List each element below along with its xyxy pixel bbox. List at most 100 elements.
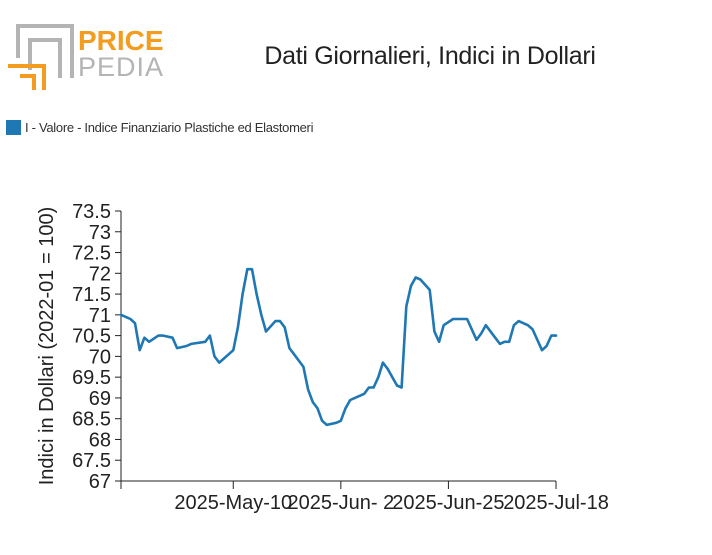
data-point (223, 357, 226, 360)
data-point (457, 318, 460, 321)
data-point (129, 318, 132, 321)
data-point (372, 386, 375, 389)
data-point (377, 376, 380, 379)
legend[interactable]: I - Valore - Indice Finanziario Plastich… (6, 118, 313, 136)
data-point (503, 341, 506, 344)
data-point (461, 318, 464, 321)
y-tick-label: 69.5 (72, 367, 111, 389)
data-point (517, 320, 520, 323)
legend-label: I - Valore - Indice Finanziario Plastich… (25, 119, 314, 135)
data-point (452, 318, 455, 321)
data-point (485, 324, 488, 327)
series-group (119, 267, 558, 427)
y-tick-label: 72.5 (72, 243, 111, 265)
data-point (428, 289, 431, 292)
data-point (335, 422, 338, 425)
y-tick-label: 69 (89, 388, 111, 410)
y-tick-label: 72 (89, 263, 111, 285)
data-point (237, 326, 240, 329)
x-tick-label: 2025-Jul-18 (503, 492, 609, 514)
data-point (297, 359, 300, 362)
data-point (414, 276, 417, 279)
data-point (260, 314, 263, 317)
pricepedia-logo: PRICE PEDIA (8, 24, 164, 90)
data-point (232, 349, 235, 352)
x-tick-label: 2025-May-10 (174, 492, 292, 514)
data-point (321, 420, 324, 423)
data-point (185, 345, 188, 348)
data-point (344, 407, 347, 410)
y-tick-label: 70 (89, 346, 111, 368)
data-point (550, 334, 553, 337)
data-point (251, 268, 254, 271)
data-point (326, 424, 329, 427)
y-tick-label: 68.5 (72, 409, 111, 431)
data-point (354, 397, 357, 400)
data-point (513, 324, 516, 327)
data-point (209, 334, 212, 337)
y-tick-label: 68 (89, 429, 111, 451)
series-line (119, 267, 558, 427)
data-point (405, 305, 408, 308)
data-point (480, 332, 483, 335)
data-point (148, 341, 151, 344)
data-point (555, 334, 558, 337)
logo-word-price: PRICE (78, 25, 164, 56)
data-point (312, 401, 315, 404)
data-point (466, 318, 469, 321)
y-axis: 73.57372.57271.57170.57069.56968.56867.5… (72, 201, 122, 493)
data-point (293, 353, 296, 356)
data-point (134, 322, 137, 325)
data-point (382, 361, 385, 364)
chart-title: Dati Giornalieri, Indici in Dollari (264, 42, 596, 70)
data-point (138, 349, 141, 352)
data-point (246, 268, 249, 271)
data-point (438, 341, 441, 344)
data-point (316, 407, 319, 410)
x-tick-label: 2025-Jun- 2 (287, 492, 394, 514)
data-point (349, 399, 352, 402)
x-tick-label: 2025-Jun-25 (392, 492, 504, 514)
data-point (307, 388, 310, 391)
data-point (213, 355, 216, 358)
data-point (340, 420, 343, 423)
data-point (442, 324, 445, 327)
logo-mark (8, 24, 74, 90)
data-point (120, 314, 123, 317)
y-tick-label: 71.5 (72, 284, 111, 306)
data-point (363, 393, 366, 396)
data-point (494, 336, 497, 339)
y-axis-label: Indici in Dollari (2022-01 = 100) (36, 207, 58, 486)
data-point (499, 343, 502, 346)
data-point (531, 328, 534, 331)
data-point (368, 386, 371, 389)
data-point (527, 324, 530, 327)
data-point (475, 339, 478, 342)
logo-word-pedia: PEDIA (78, 52, 164, 82)
data-point (176, 347, 179, 350)
legend-swatch (6, 119, 21, 135)
data-point (541, 349, 544, 352)
data-point (162, 334, 165, 337)
y-tick-label: 70.5 (72, 326, 111, 348)
data-point (283, 326, 286, 329)
data-point (508, 341, 511, 344)
data-point (396, 384, 399, 387)
data-point (433, 330, 436, 333)
data-point (190, 343, 193, 346)
data-point (204, 341, 207, 344)
data-point (255, 293, 258, 296)
data-point (302, 366, 305, 369)
data-point (274, 320, 277, 323)
data-point (410, 285, 413, 288)
data-point (279, 320, 282, 323)
y-tick-label: 67 (89, 471, 111, 493)
data-point (386, 368, 389, 371)
data-point (157, 334, 160, 337)
y-tick-label: 73.5 (72, 201, 111, 223)
y-tick-label: 71 (89, 305, 111, 327)
data-point (419, 278, 422, 281)
data-point (241, 293, 244, 296)
